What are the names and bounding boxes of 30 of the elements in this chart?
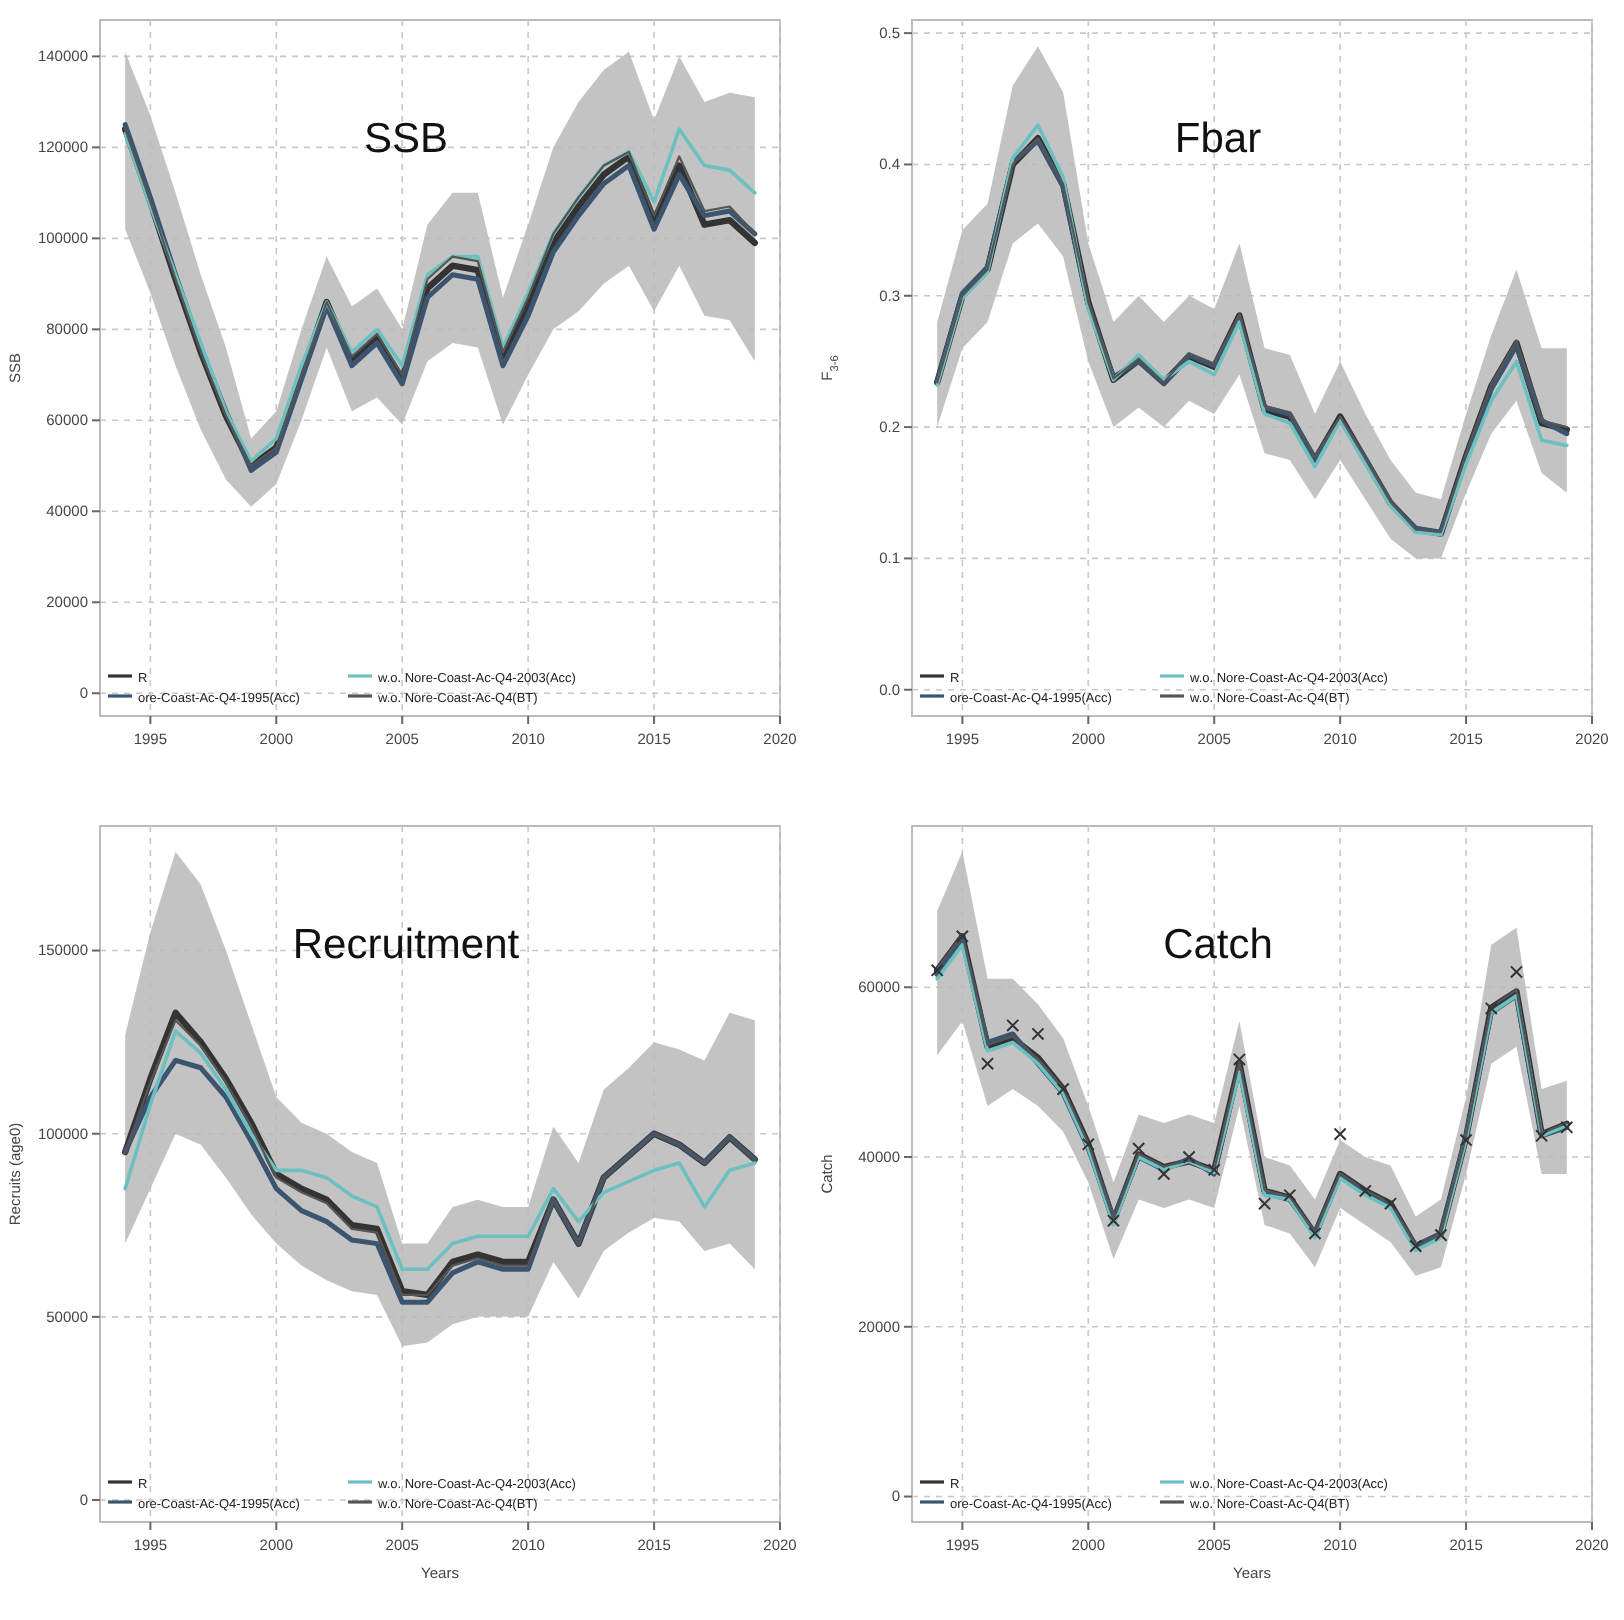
point	[1409, 1239, 1423, 1253]
point	[1484, 1001, 1498, 1016]
point	[1283, 1188, 1297, 1202]
point	[1207, 1163, 1221, 1177]
point	[955, 929, 969, 943]
point	[1459, 1133, 1473, 1147]
point	[1308, 1226, 1322, 1240]
text: Fbar	[1174, 116, 1262, 163]
text: Recruitment	[292, 922, 520, 969]
point	[1182, 1150, 1196, 1164]
point	[930, 963, 944, 977]
point	[1358, 1184, 1372, 1198]
text: Catch	[1163, 922, 1273, 969]
point	[980, 1057, 995, 1071]
point	[1258, 1197, 1272, 1211]
point	[1031, 1027, 1045, 1041]
point	[1006, 1018, 1020, 1033]
point	[1157, 1167, 1171, 1181]
point	[1383, 1197, 1398, 1211]
point	[1132, 1141, 1146, 1156]
point	[1509, 965, 1524, 979]
point	[1106, 1214, 1121, 1228]
point	[1333, 1127, 1347, 1141]
point	[1081, 1137, 1095, 1151]
text: SSB	[363, 116, 449, 163]
point	[1535, 1129, 1549, 1143]
point	[1056, 1082, 1070, 1096]
point	[1560, 1120, 1574, 1134]
point	[1434, 1228, 1448, 1242]
point	[1232, 1052, 1246, 1066]
